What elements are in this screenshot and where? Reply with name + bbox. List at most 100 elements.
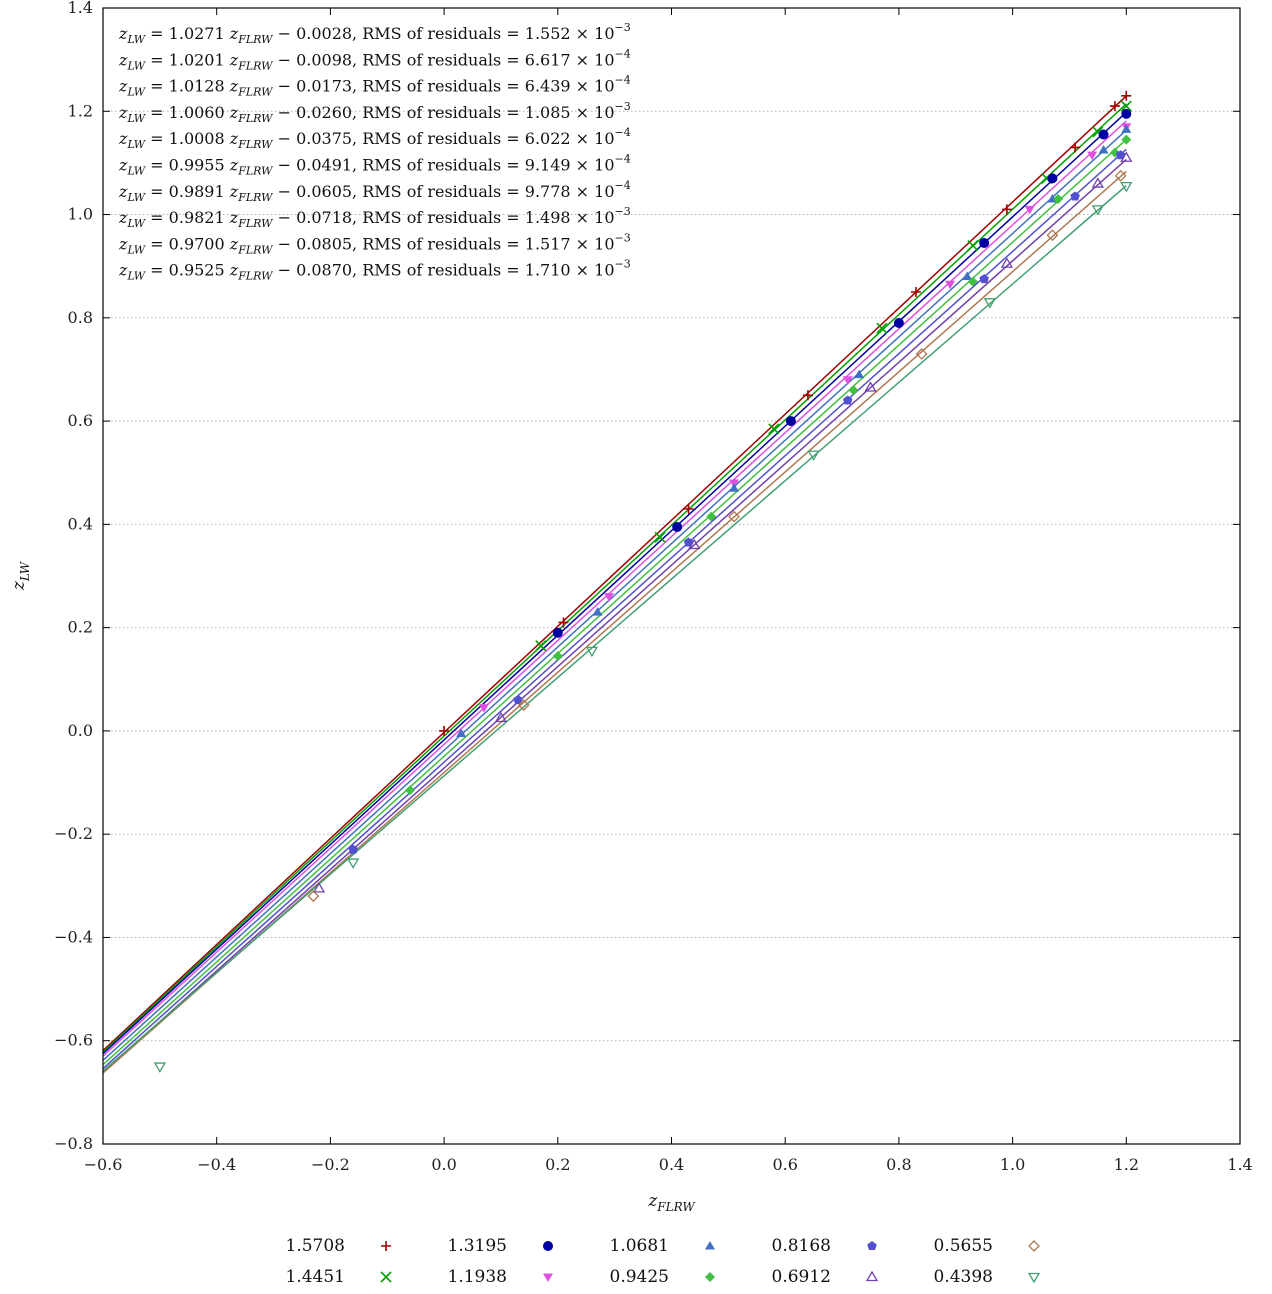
- legend-label: 1.0681: [610, 1236, 669, 1256]
- point-marker: [478, 704, 489, 713]
- point-marker: [1091, 177, 1105, 188]
- fit-equation: zLW = 1.0060 zFLRW − 0.0260, RMS of resi…: [118, 100, 631, 125]
- point-marker: [785, 416, 796, 427]
- x-tick-label: 0.8: [886, 1155, 911, 1174]
- y-tick-label: −0.2: [54, 824, 93, 843]
- fit-equation: zLW = 0.9891 zFLRW − 0.0605, RMS of resi…: [118, 179, 631, 204]
- fit-equations: zLW = 1.0271 zFLRW − 0.0028, RMS of resi…: [118, 21, 631, 283]
- point-marker: [842, 376, 853, 385]
- legend-label: 0.6912: [772, 1267, 831, 1287]
- y-tick-label: 0.0: [68, 721, 93, 740]
- point-marker: [535, 640, 547, 652]
- point-marker: [876, 322, 888, 334]
- point-marker: [1120, 100, 1132, 112]
- y-tick-label: 0.2: [68, 618, 93, 637]
- plot-frame: [102, 7, 1241, 1145]
- point-marker: [1115, 150, 1126, 160]
- fit-equation: zLW = 1.0128 zFLRW − 0.0173, RMS of resi…: [118, 74, 631, 99]
- point-marker: [1001, 204, 1012, 215]
- point-marker: [864, 381, 877, 392]
- point-marker: [979, 274, 989, 284]
- point-marker: [1053, 194, 1064, 205]
- axis-ticks: −0.8 −0.6 −0.4 −0.2 0.0 0.2 0.4 0.6 0.8 1.0 1.2 1.4…: [54, 0, 1253, 1174]
- y-axis-label: zLW: [9, 560, 32, 591]
- fit-line: [102, 185, 1127, 1072]
- legend-label: 0.9425: [610, 1267, 669, 1287]
- point-marker: [517, 699, 530, 712]
- fit-line: [102, 148, 1127, 1070]
- point-marker: [967, 239, 979, 252]
- fit-equation: zLW = 0.9525 zFLRW − 0.0870, RMS of resi…: [118, 258, 631, 283]
- point-marker: [348, 844, 358, 854]
- point-marker: [705, 1272, 715, 1282]
- x-tick-label: 0.2: [545, 1155, 570, 1174]
- point-marker: [1109, 101, 1120, 112]
- y-tick-label: −0.6: [54, 1031, 93, 1050]
- x-tick-label: −0.6: [84, 1155, 123, 1174]
- point-marker: [1120, 151, 1133, 162]
- y-tick-label: 0.8: [68, 308, 93, 327]
- point-marker: [1028, 1240, 1040, 1252]
- point-marker: [893, 317, 904, 328]
- point-marker: [543, 1273, 553, 1282]
- fit-equation: zLW = 1.0271 zFLRW − 0.0028, RMS of resi…: [118, 21, 631, 46]
- point-marker: [1027, 1272, 1041, 1284]
- point-marker: [967, 276, 978, 287]
- point-marker: [979, 237, 990, 248]
- point-marker: [802, 390, 813, 401]
- y-tick-label: 1.2: [68, 101, 93, 120]
- point-marker: [807, 450, 820, 461]
- point-marker: [439, 725, 450, 736]
- point-marker: [558, 617, 569, 628]
- legend-label: 1.5708: [286, 1236, 345, 1256]
- fit-line: [102, 95, 1127, 1052]
- point-marker: [1098, 145, 1109, 154]
- point-marker: [404, 785, 415, 796]
- point-marker: [312, 882, 326, 893]
- fit-equation: zLW = 1.0008 zFLRW − 0.0375, RMS of resi…: [118, 126, 631, 151]
- point-marker: [543, 1241, 553, 1251]
- legend-label: 0.4398: [934, 1267, 993, 1287]
- fit-line: [102, 158, 1127, 1073]
- x-axis-label: zFLRW: [647, 1191, 696, 1214]
- point-marker: [1121, 90, 1132, 101]
- point-marker: [552, 627, 563, 638]
- point-marker: [552, 651, 563, 662]
- point-marker: [1091, 205, 1105, 216]
- fit-equation: zLW = 0.9700 zFLRW − 0.0805, RMS of resi…: [118, 231, 631, 256]
- point-marker: [494, 711, 508, 723]
- point-marker: [654, 531, 666, 543]
- point-marker: [1000, 257, 1014, 268]
- point-marker: [672, 521, 683, 532]
- point-marker: [380, 1271, 392, 1283]
- point-marker: [910, 287, 921, 297]
- x-tick-label: 1.2: [1114, 1155, 1139, 1174]
- point-marker: [983, 298, 996, 309]
- fit-line: [102, 120, 1127, 1057]
- fit-equation: zLW = 0.9821 zFLRW − 0.0718, RMS of resi…: [118, 205, 631, 230]
- legend: 1.5708 1.4451 1.3195 1.1938 1.0681 0.9425 0.81…: [286, 1236, 1041, 1287]
- point-marker: [456, 728, 467, 737]
- grid-lines: [103, 110, 1240, 1042]
- point-marker: [1098, 129, 1109, 140]
- legend-label: 0.8168: [772, 1236, 831, 1256]
- point-marker: [1121, 134, 1132, 145]
- point-marker: [513, 694, 523, 704]
- point-marker: [854, 369, 865, 379]
- fit-line: [102, 129, 1127, 1061]
- point-marker: [683, 503, 694, 514]
- point-marker: [1121, 108, 1132, 119]
- point-marker: [945, 280, 956, 290]
- point-marker: [706, 511, 717, 522]
- fit-line: [102, 111, 1127, 1055]
- point-marker: [867, 1241, 877, 1251]
- point-marker: [1087, 151, 1098, 161]
- fit-line: [102, 103, 1127, 1053]
- point-marker: [865, 1270, 879, 1282]
- point-marker: [848, 385, 859, 396]
- x-tick-label: 0.6: [772, 1155, 797, 1174]
- y-tick-label: 1.0: [68, 205, 93, 224]
- point-marker: [592, 607, 603, 616]
- point-marker: [705, 1241, 715, 1250]
- point-marker: [1047, 173, 1058, 184]
